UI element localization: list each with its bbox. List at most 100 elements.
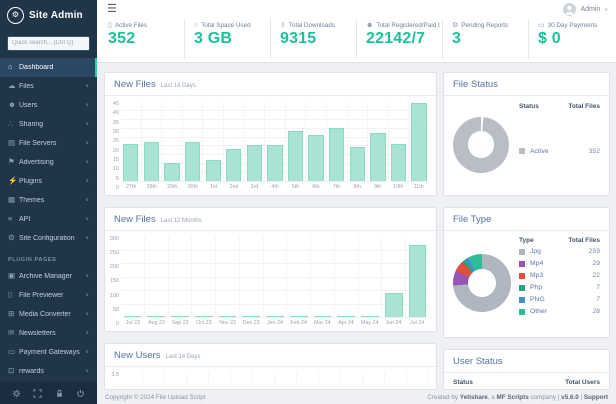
menu-toggle-icon[interactable]: ☰: [107, 3, 117, 15]
plugins-icon: ⚡: [8, 176, 18, 186]
x-tick-label: 10th: [393, 183, 404, 190]
sidebar-item-label: Payment Gateways: [19, 348, 80, 356]
footer-link-support[interactable]: Support: [583, 393, 608, 401]
chevron-down-icon: ∨: [85, 83, 89, 89]
y-tick-label: 30: [112, 128, 119, 135]
sidebar: ⚙ Site Admin ⌂ Dashboard ☁Files ∨ ☻Users ∨ ∴ Sh…: [0, 0, 97, 404]
settings-gear-icon[interactable]: [11, 387, 23, 399]
y-tick-label: 5: [115, 175, 119, 182]
chart-column: [287, 236, 312, 317]
x-tick-label: Feb 24: [290, 319, 307, 326]
power-icon[interactable]: [74, 387, 86, 399]
chevron-down-icon: ∨: [604, 6, 608, 13]
sidebar-item-api[interactable]: ≡ API ∨: [0, 210, 97, 229]
sidebar-item-rewards[interactable]: ⊡ rewards ∨: [0, 362, 97, 381]
sidebar-item-plugins[interactable]: ⚡ Plugins ∨: [0, 172, 97, 191]
sidebar-item-users[interactable]: ☻ Users ∨: [0, 96, 97, 115]
sidebar-item-label: Users: [19, 101, 38, 109]
search-input[interactable]: [7, 35, 90, 51]
expand-icon[interactable]: [32, 387, 44, 399]
legend-rows: Active 352: [519, 114, 600, 188]
sidebar-item-payment-gateways[interactable]: ▭ Payment Gateways ∨: [0, 343, 97, 362]
sidebar-item-advertising[interactable]: ⚑ Advertising ∨: [0, 153, 97, 172]
gridline: [231, 372, 253, 386]
x-tick-label: Jul 24: [410, 319, 425, 326]
gridline: [121, 276, 429, 278]
footer-link-mf-scripts[interactable]: MF Scripts: [496, 393, 529, 401]
chart-column: [203, 101, 224, 181]
rewards-icon: ⊡: [8, 366, 15, 376]
gridline: [121, 109, 429, 111]
file-type-donut: [453, 254, 511, 312]
stat-total-space-used: ○ Total Space Used 3 GB: [184, 19, 270, 59]
stat-total-downloads: ⇩ Total Downloads 9315: [270, 19, 356, 59]
bar: [370, 133, 386, 181]
themes-icon: ▦: [8, 195, 16, 205]
sidebar-nav-plugins: ▣ Archive Manager ∨ ▯ File Previewer ∨ ⊞ Media …: [0, 267, 97, 381]
sidebar-item-themes[interactable]: ▦ Themes ∨: [0, 191, 97, 210]
sidebar-item-dashboard[interactable]: ⌂ Dashboard: [0, 57, 97, 77]
chevron-down-icon: ∨: [85, 330, 89, 336]
chart-x-labels: 27th 28th 29th 30th 1st 2nd 3rd 4th 5th 6th 7th 8th…: [121, 182, 429, 191]
legend-row-active: Active 352: [519, 148, 600, 155]
legend-row-php: Php 7: [519, 284, 600, 291]
x-tick-label: Aug 23: [148, 319, 165, 326]
legend-swatch: [519, 148, 525, 154]
y-tick-label: 20: [112, 147, 119, 154]
sidebar-nav-main: ⌂ Dashboard ☁ Files ∨ ☻ Users ∨ ∴ Sharing ∨ ▤ File S…: [0, 57, 97, 248]
sidebar-item-site-configuration[interactable]: ⚙ Site Configuration ∨: [0, 229, 97, 248]
stat-30-day-payments: ▭ 30 Day Payments $ 0: [528, 19, 614, 59]
x-tick-label: Jan 24: [267, 319, 283, 326]
chart-column: [169, 236, 193, 317]
chart-column: [406, 236, 429, 317]
sidebar-item-label: File Servers: [19, 139, 57, 147]
card-header: File Type: [444, 208, 609, 231]
chevron-down-icon: ∨: [85, 102, 89, 108]
legend-col-label: Status: [453, 379, 473, 386]
sidebar-item-media-converter[interactable]: ⊞ Media Converter ∨: [0, 305, 97, 324]
bar: [267, 145, 283, 181]
x-tick-label: 27th: [126, 183, 137, 190]
file-type-legend: Type Total Files Jpg 259 Mp4 29 Mp3 22 Php 7 PNG…: [519, 235, 600, 331]
sidebar-item-label: Archive Manager: [19, 272, 72, 280]
stat-value: 352: [108, 30, 136, 47]
logo[interactable]: ⚙ Site Admin: [0, 0, 97, 30]
bar: [313, 316, 332, 317]
gridline: [143, 372, 165, 386]
sidebar-item-archive-manager[interactable]: ▣ Archive Manager ∨: [0, 267, 97, 286]
stats-row: ▯ Active Files 352 ○ Total Space Used 3 GB ⇩ To…: [99, 19, 614, 59]
chart-column: [368, 101, 389, 181]
sidebar-item-file-servers[interactable]: ▤ File Servers ∨: [0, 134, 97, 153]
file-status-body: Status Total Files Active 352: [444, 96, 609, 193]
footer-text: company: [528, 393, 557, 401]
legend-row-jpg: Jpg 259: [519, 248, 600, 255]
gridline: [121, 127, 429, 129]
file-status-donut: [453, 116, 509, 173]
legend-swatch: [519, 272, 525, 279]
sidebar-item-label: File Previewer: [19, 291, 64, 299]
chart-y-axis: 45 40 35 30 25 20 15 10 5 0: [108, 101, 121, 191]
footer-link-yetishare[interactable]: Yetishare: [459, 393, 488, 401]
legend-header: Status Total Users: [453, 377, 600, 389]
lock-icon[interactable]: [53, 387, 65, 399]
chart-column: [121, 101, 142, 181]
sidebar-item-files[interactable]: ☁ Files ∨: [0, 77, 97, 96]
gridline: [165, 372, 187, 386]
stat-label: ⚙ Pending Reports: [452, 22, 526, 29]
sidebar-item-file-previewer[interactable]: ▯ File Previewer ∨: [0, 286, 97, 305]
legend-value: 7: [596, 296, 600, 303]
sidebar-item-label: Dashboard: [19, 63, 54, 71]
chart-column: [382, 236, 407, 317]
card-subtitle: Last 14 Days: [160, 83, 196, 89]
new-files-12-months-card: New Files Last 12 Months 300 250 200 150 100…: [104, 207, 437, 332]
legend-label: Mp3: [530, 272, 544, 279]
sidebar-search: [7, 31, 90, 51]
user-menu[interactable]: Admin ∨: [563, 3, 608, 16]
sidebar-item-newsletters[interactable]: ✉ Newsletters ∨: [0, 324, 97, 343]
sidebar-item-sharing[interactable]: ∴ Sharing ∨: [0, 115, 97, 134]
card-title: New Files: [114, 214, 156, 225]
new-users-chart: 3.5: [105, 367, 436, 386]
download-icon: ⇩: [280, 22, 286, 29]
sidebar-item-label: Site Configuration: [19, 234, 75, 242]
chart-x-labels: Jul 23 Aug 23 Sep 23 Oct 23 Nov 23 Dec 23 Jan …: [121, 318, 429, 327]
